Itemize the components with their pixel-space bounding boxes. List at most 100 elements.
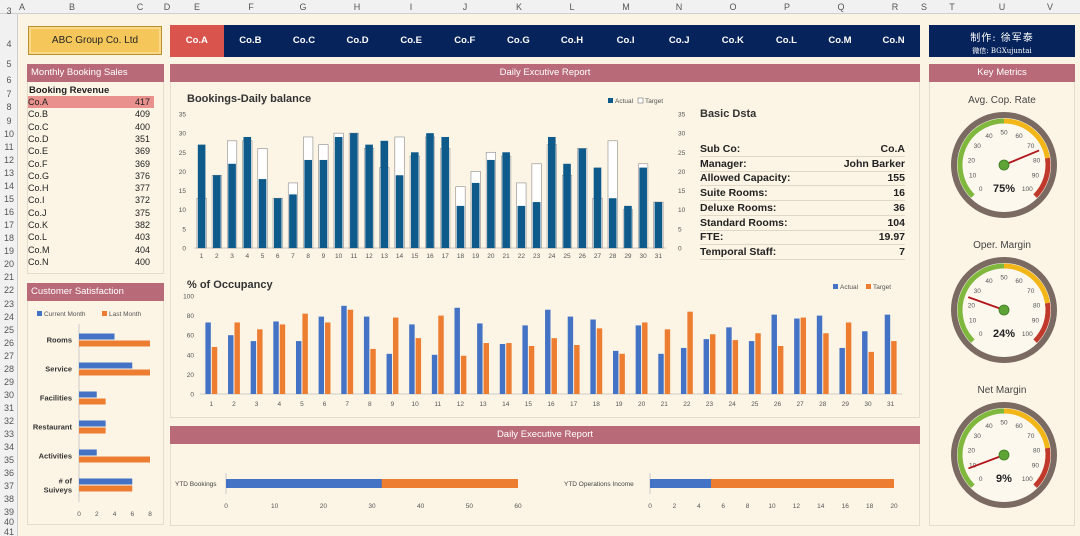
row-header-27[interactable]: 27 <box>3 351 14 361</box>
row-header-5[interactable]: 5 <box>6 59 12 69</box>
column-header-U[interactable]: U <box>998 2 1006 12</box>
row-header-7[interactable]: 7 <box>6 89 12 99</box>
row-header-13[interactable]: 13 <box>3 168 14 178</box>
row-header-15[interactable]: 15 <box>3 194 14 204</box>
row-header-23[interactable]: 23 <box>3 299 14 309</box>
column-header-N[interactable]: N <box>675 2 683 12</box>
category-label: # of Suiveys <box>44 477 73 495</box>
column-header-Q[interactable]: Q <box>837 2 845 12</box>
row-header-28[interactable]: 28 <box>3 364 14 374</box>
column-header-K[interactable]: K <box>515 2 522 12</box>
tab-co-b[interactable]: Co.B <box>239 35 262 46</box>
revenue-row[interactable]: Co.H 377 <box>28 182 154 194</box>
column-header-G[interactable]: G <box>299 2 307 12</box>
row-header-17[interactable]: 17 <box>3 220 14 230</box>
tab-co-a[interactable]: Co.A <box>170 25 224 57</box>
column-header-S[interactable]: S <box>920 2 927 12</box>
row-header-25[interactable]: 25 <box>3 325 14 335</box>
column-header-V[interactable]: V <box>1046 2 1053 12</box>
column-header-T[interactable]: T <box>949 2 955 12</box>
column-header-E[interactable]: E <box>193 2 200 12</box>
column-header-B[interactable]: B <box>68 2 75 12</box>
row-header-29[interactable]: 29 <box>3 377 14 387</box>
row-header-20[interactable]: 20 <box>3 259 14 269</box>
column-header-F[interactable]: F <box>248 2 254 12</box>
revenue-row[interactable]: Co.L 403 <box>28 231 154 243</box>
row-header-26[interactable]: 26 <box>3 338 14 348</box>
row-header-40[interactable]: 40 <box>3 517 14 527</box>
revenue-row[interactable]: Co.B 409 <box>28 108 154 120</box>
row-header-37[interactable]: 37 <box>3 481 14 491</box>
x-tick-label: 18 <box>457 253 465 260</box>
row-header-36[interactable]: 36 <box>3 468 14 478</box>
tab-co-i[interactable]: Co.I <box>616 35 635 46</box>
tab-co-e[interactable]: Co.E <box>400 35 422 46</box>
column-header-C[interactable]: C <box>136 2 144 12</box>
row-header-19[interactable]: 19 <box>3 246 14 256</box>
row-header-8[interactable]: 8 <box>6 102 12 112</box>
revenue-row[interactable]: Co.A 417 <box>28 96 154 108</box>
row-header-18[interactable]: 18 <box>3 233 14 243</box>
column-header-J[interactable]: J <box>462 2 468 12</box>
bar-actual <box>517 205 526 248</box>
company-group-button[interactable]: ABC Group Co. Ltd <box>28 26 162 55</box>
row-header-10[interactable]: 10 <box>3 129 14 139</box>
row-header-30[interactable]: 30 <box>3 390 14 400</box>
row-header-39[interactable]: 39 <box>3 507 14 517</box>
tab-co-m[interactable]: Co.M <box>828 35 852 46</box>
row-header-24[interactable]: 24 <box>3 312 14 322</box>
revenue-row[interactable]: Co.C 400 <box>28 121 154 133</box>
revenue-row[interactable]: Co.K 382 <box>28 219 154 231</box>
row-header-35[interactable]: 35 <box>3 455 14 465</box>
column-header-I[interactable]: I <box>409 2 413 12</box>
row-header-12[interactable]: 12 <box>3 155 14 165</box>
tab-co-k[interactable]: Co.K <box>721 35 744 46</box>
tab-co-l[interactable]: Co.L <box>775 35 797 46</box>
row-header-3[interactable]: 3 <box>6 6 12 16</box>
column-header-bar: A B C D E F G H I J K L M N O P Q R S T U V <box>0 0 1080 14</box>
row-header-6[interactable]: 6 <box>6 75 12 85</box>
revenue-row[interactable]: Co.N 400 <box>28 256 154 268</box>
row-header-33[interactable]: 33 <box>3 429 14 439</box>
row-header-31[interactable]: 31 <box>3 403 14 413</box>
tab-co-f[interactable]: Co.F <box>454 35 476 46</box>
tab-co-h[interactable]: Co.H <box>560 35 584 46</box>
column-header-D[interactable]: D <box>163 2 171 12</box>
column-header-A[interactable]: A <box>18 2 25 12</box>
revenue-row[interactable]: Co.F 369 <box>28 158 154 170</box>
daily-report-bottom-header: Daily Executive Report <box>170 426 920 444</box>
column-header-L[interactable]: L <box>569 2 575 12</box>
row-header-9[interactable]: 9 <box>6 116 12 126</box>
row-header-34[interactable]: 34 <box>3 442 14 452</box>
bar-target <box>710 334 716 394</box>
category-label: Restaurant <box>33 423 73 432</box>
row-header-4[interactable]: 4 <box>6 39 12 49</box>
row-header-16[interactable]: 16 <box>3 207 14 217</box>
tab-co-n[interactable]: Co.N <box>882 35 905 46</box>
tab-co-g[interactable]: Co.G <box>507 35 530 46</box>
column-header-P[interactable]: P <box>783 2 790 12</box>
revenue-row[interactable]: Co.G 376 <box>28 170 154 182</box>
column-header-O[interactable]: O <box>729 2 737 12</box>
revenue-row[interactable]: Co.I 372 <box>28 194 154 206</box>
row-header-41[interactable]: 41 <box>3 527 14 536</box>
tab-co-d[interactable]: Co.D <box>346 35 369 46</box>
bar-target <box>528 345 535 394</box>
column-header-H[interactable]: H <box>353 2 361 12</box>
revenue-row[interactable]: Co.J 375 <box>28 207 154 219</box>
row-header-11[interactable]: 11 <box>4 142 14 152</box>
row-header-21[interactable]: 21 <box>3 272 14 282</box>
row-header-38[interactable]: 38 <box>3 494 14 504</box>
revenue-row[interactable]: Co.E 369 <box>28 145 154 157</box>
tab-co-c[interactable]: Co.C <box>292 35 316 46</box>
row-header-32[interactable]: 32 <box>3 416 14 426</box>
row-header-14[interactable]: 14 <box>3 181 14 191</box>
x-tick-label: 2 <box>215 253 219 260</box>
revenue-row[interactable]: Co.M 404 <box>28 244 154 256</box>
column-header-M[interactable]: M <box>622 2 630 12</box>
bar-actual <box>654 202 663 248</box>
tab-co-j[interactable]: Co.J <box>668 35 690 46</box>
column-header-R[interactable]: R <box>891 2 899 12</box>
row-header-22[interactable]: 22 <box>3 285 14 295</box>
revenue-row[interactable]: Co.D 351 <box>28 133 154 145</box>
